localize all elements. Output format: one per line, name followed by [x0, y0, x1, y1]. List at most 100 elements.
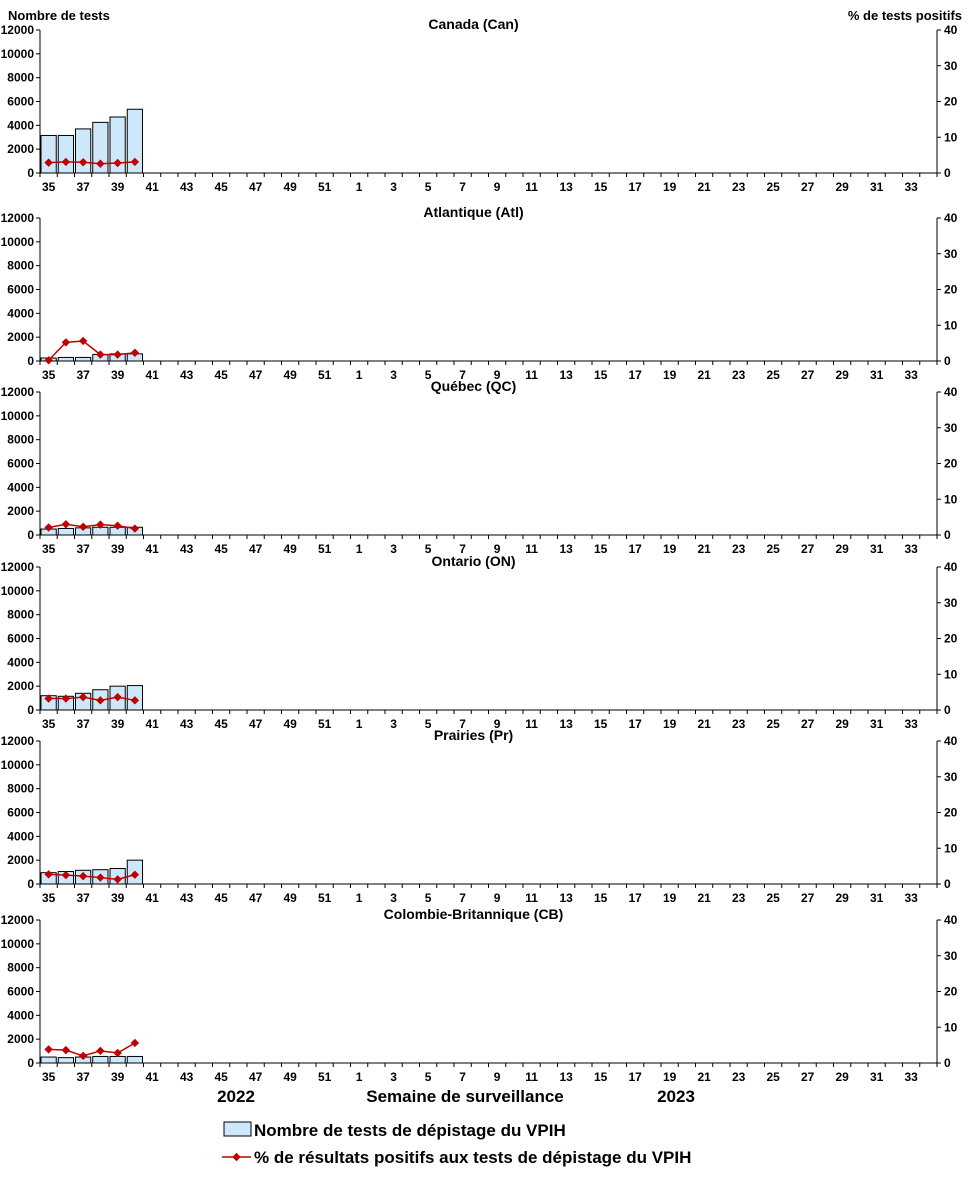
x-tick-label: 13 — [559, 1070, 573, 1084]
x-tick-label: 35 — [42, 542, 56, 556]
x-tick-label: 19 — [663, 368, 677, 382]
x-tick-label: 15 — [594, 717, 608, 731]
right-tick-label: 0 — [944, 354, 951, 368]
x-tick-label: 9 — [494, 717, 501, 731]
x-tick-label: 17 — [628, 542, 642, 556]
right-tick-label: 40 — [944, 385, 958, 399]
x-tick-label: 7 — [459, 180, 466, 194]
x-tick-label: 51 — [318, 542, 332, 556]
left-tick-label: 12000 — [1, 211, 35, 225]
x-tick-label: 35 — [42, 717, 56, 731]
x-tick-label: 49 — [283, 891, 297, 905]
legend-bar-label: Nombre de tests de dépistage du VPIH — [254, 1121, 566, 1140]
percent-positive-marker — [78, 871, 88, 881]
percent-positive-marker — [61, 338, 71, 347]
x-tick-label: 27 — [801, 180, 815, 194]
percent-positive-marker — [61, 1045, 71, 1055]
x-tick-label: 39 — [111, 368, 125, 382]
left-tick-label: 6000 — [7, 632, 34, 646]
left-tick-label: 8000 — [7, 433, 34, 447]
x-tick-label: 37 — [76, 1070, 90, 1084]
x-tick-label: 23 — [732, 542, 746, 556]
left-tick-label: 0 — [27, 1056, 34, 1070]
legend-line-label: % de résultats positifs aux tests de dép… — [254, 1148, 691, 1167]
x-tick-label: 33 — [904, 891, 918, 905]
x-axis-label: Semaine de surveillance — [366, 1087, 564, 1106]
x-tick-label: 3 — [390, 368, 397, 382]
left-tick-label: 8000 — [7, 259, 34, 273]
percent-positive-marker — [113, 875, 122, 884]
left-tick-label: 12000 — [1, 913, 35, 927]
percent-positive-marker — [130, 348, 140, 357]
panel-title: Prairies (Pr) — [434, 727, 513, 743]
x-tick-label: 25 — [766, 368, 780, 382]
x-tick-label: 45 — [214, 1070, 228, 1084]
x-tick-label: 47 — [249, 542, 263, 556]
left-tick-label: 2000 — [7, 142, 34, 156]
left-tick-label: 4000 — [7, 118, 34, 132]
x-tick-label: 41 — [145, 542, 159, 556]
x-tick-label: 9 — [494, 180, 501, 194]
x-tick-label: 7 — [459, 717, 466, 731]
percent-positive-marker — [61, 694, 71, 703]
percent-positive-marker — [96, 159, 105, 168]
x-tick-label: 31 — [870, 891, 884, 905]
percent-positive-marker — [113, 158, 122, 168]
x-tick-label: 39 — [111, 1070, 125, 1084]
x-tick-label: 31 — [870, 180, 884, 194]
x-tick-label: 25 — [766, 1070, 780, 1084]
x-tick-label: 41 — [145, 1070, 159, 1084]
x-tick-label: 27 — [801, 368, 815, 382]
x-tick-label: 7 — [459, 368, 466, 382]
x-tick-label: 7 — [459, 1070, 466, 1084]
percent-positive-marker — [130, 524, 140, 533]
percent-positive-marker — [130, 696, 140, 705]
x-tick-label: 23 — [732, 368, 746, 382]
percent-positive-marker — [113, 521, 122, 530]
x-tick-label: 21 — [697, 891, 711, 905]
x-tick-label: 17 — [628, 1070, 642, 1084]
x-tick-label: 19 — [663, 717, 677, 731]
right-tick-label: 30 — [944, 596, 958, 610]
right-tick-label: 10 — [944, 318, 958, 332]
x-tick-label: 9 — [494, 542, 501, 556]
x-tick-label: 13 — [559, 180, 573, 194]
x-tick-label: 25 — [766, 717, 780, 731]
x-tick-label: 5 — [425, 542, 432, 556]
percent-positive-marker — [44, 1045, 53, 1054]
left-tick-label: 6000 — [7, 95, 34, 109]
x-tick-label: 1 — [356, 368, 363, 382]
left-tick-label: 2000 — [7, 1032, 34, 1046]
x-tick-label: 3 — [390, 717, 397, 731]
percent-positive-marker — [78, 158, 88, 167]
x-tick-label: 35 — [42, 180, 56, 194]
left-tick-label: 8000 — [7, 961, 34, 975]
bar-tests — [57, 356, 74, 362]
x-tick-label: 47 — [249, 717, 263, 731]
x-tick-label: 29 — [835, 1070, 849, 1084]
right-tick-label: 10 — [944, 130, 958, 144]
left-tick-label: 10000 — [1, 409, 35, 423]
percent-positive-marker — [113, 692, 122, 702]
x-tick-label: 33 — [904, 542, 918, 556]
x-tick-label: 41 — [145, 368, 159, 382]
x-tick-label: 17 — [628, 891, 642, 905]
x-tick-label: 1 — [356, 542, 363, 556]
x-tick-label: 5 — [425, 368, 432, 382]
x-tick-label: 15 — [594, 542, 608, 556]
x-tick-label: 13 — [559, 717, 573, 731]
percent-positive-marker — [130, 1038, 140, 1048]
x-tick-label: 37 — [76, 717, 90, 731]
x-tick-label: 41 — [145, 891, 159, 905]
left-tick-label: 0 — [27, 703, 34, 717]
x-tick-label: 27 — [801, 717, 815, 731]
left-tick-label: 2000 — [7, 504, 34, 518]
x-tick-label: 23 — [732, 1070, 746, 1084]
right-tick-label: 20 — [944, 985, 958, 999]
percent-positive-marker — [44, 523, 53, 532]
x-tick-label: 33 — [904, 368, 918, 382]
percent-positive-marker — [61, 870, 71, 880]
percent-positive-marker — [96, 873, 105, 882]
